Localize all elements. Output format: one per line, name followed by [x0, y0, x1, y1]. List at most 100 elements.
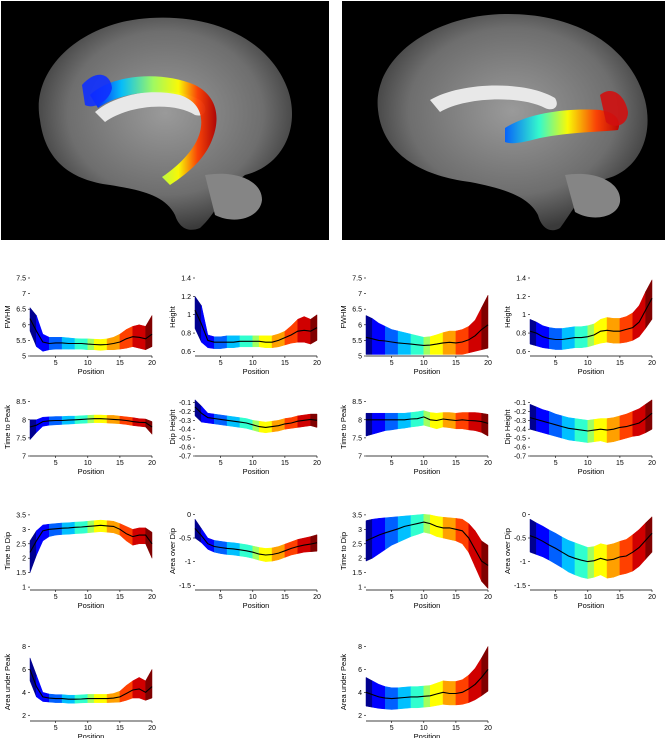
band-segment [385, 412, 392, 431]
band-segment [600, 418, 608, 443]
band-segment [378, 412, 386, 433]
x-tick-label: 15 [452, 594, 460, 601]
mean-line [194, 406, 318, 428]
y-tick-label: -0.5 [179, 536, 191, 543]
chart-right-area-over-dip: 5 10 15 20 0 -0.5 -1 -1.5 Position Area over Dip [503, 512, 656, 610]
mean-line [29, 418, 153, 428]
x-tick-label: 20 [313, 360, 321, 367]
y-tick-label: -0.7 [514, 454, 526, 461]
chart-left-fwhm: 5 10 15 20 7.5 7 6.5 6 5.5 5 Position FWHM [3, 276, 156, 377]
band-segment [404, 412, 412, 429]
y-axis-title: Area over Dip [503, 528, 512, 574]
band-segment [587, 546, 595, 579]
x-tick-label: 15 [281, 594, 289, 601]
chart-right-time-to-dip: 5 10 15 20 3.5 3 2.5 2 1.5 1 Position Time to Dip [339, 512, 492, 610]
band-segment [145, 314, 153, 351]
x-tick-label: 5 [219, 594, 223, 601]
x-tick-label: 15 [116, 460, 124, 467]
band-segment [145, 418, 153, 435]
x-tick-label: 5 [54, 360, 58, 367]
x-tick-label: 20 [484, 594, 492, 601]
y-axis-title: Area over Dip [168, 528, 177, 574]
y-tick-label: 0 [187, 512, 191, 519]
y-tick-label: 6 [22, 322, 26, 329]
mean-line [366, 416, 489, 424]
y-tick-label: 1 [358, 585, 362, 592]
y-tick-label: 6.5 [352, 307, 362, 314]
y-axis-title: FWHM [3, 305, 12, 328]
band-segment [372, 318, 380, 355]
right-corpus-callosum [430, 85, 557, 112]
x-tick-label: 10 [420, 594, 428, 601]
band-segment [145, 668, 153, 701]
band-segment [365, 412, 373, 437]
y-tick-label: -1.5 [179, 583, 191, 590]
y-tick-label: 8 [22, 644, 26, 651]
y-tick-label: 0.6 [516, 349, 526, 356]
chart-left-time-to-dip: 5 10 15 20 3.5 3 2.5 2 1.5 1 Position Time to Dip [3, 512, 156, 610]
x-axis-title: Position [78, 601, 105, 610]
y-tick-label: 5.5 [352, 338, 362, 345]
y-tick-label: -0.5 [514, 536, 526, 543]
x-tick-label: 5 [554, 360, 558, 367]
x-tick-label: 10 [420, 725, 428, 732]
band-segment [42, 523, 50, 542]
y-tick-label: 0.8 [516, 331, 526, 338]
band-segment [468, 522, 476, 567]
band-segment [119, 523, 127, 542]
x-tick-label: 10 [584, 460, 592, 467]
mean-line [365, 669, 489, 700]
y-tick-label: 7.5 [352, 276, 362, 283]
left-cerebellum [205, 173, 262, 220]
band-segment [481, 645, 489, 697]
band-segment [481, 540, 489, 590]
y-tick-label: 1 [187, 312, 191, 319]
y-axis-title: Time to Peak [339, 405, 348, 449]
y-tick-label: 2 [22, 713, 26, 720]
x-tick-label: 10 [84, 594, 92, 601]
band-segment [138, 527, 146, 545]
left-brain-image [1, 1, 329, 240]
y-tick-label: -0.6 [514, 445, 526, 452]
x-tick-label: 5 [219, 360, 223, 367]
y-tick-label: -0.1 [179, 400, 191, 407]
y-tick-label: -0.4 [179, 427, 191, 434]
y-tick-label: 7 [358, 291, 362, 298]
mean-line [29, 669, 153, 700]
x-tick-label: 15 [452, 725, 460, 732]
x-tick-label: 20 [148, 594, 156, 601]
x-tick-label: 10 [249, 360, 257, 367]
y-axis-title: Area under Peak [3, 654, 12, 711]
chart-right-fwhm: 5 10 15 20 7.5 7 6.5 6 5.5 5 Position FWHM [339, 276, 492, 377]
y-tick-label: 0 [522, 512, 526, 519]
y-tick-label: 6.5 [16, 307, 26, 314]
x-axis-title: Position [243, 467, 270, 476]
x-tick-label: 10 [84, 360, 92, 367]
band-segment [194, 399, 202, 423]
chart-left-dip-height: 5 10 15 20 -0.1 -0.2 -0.3 -0.4 -0.5 -0.6 -0.7 Posit… [168, 399, 321, 476]
band-segment [462, 518, 469, 554]
chart-left-height: 5 10 15 20 1.4 1.2 1 0.8 0.6 Position Height [168, 276, 321, 377]
x-tick-label: 15 [452, 460, 460, 467]
x-tick-label: 20 [648, 594, 656, 601]
band-segment [378, 517, 386, 555]
band-segment [194, 295, 202, 343]
x-axis-title: Position [414, 732, 441, 738]
right-tract-fan [600, 91, 628, 126]
band-segment [49, 523, 56, 537]
chart-left-area-under-peak: 5 10 15 20 8 6 4 2 Position Area under Peak [3, 644, 156, 738]
mean-line [365, 324, 489, 346]
band-segment [600, 543, 608, 579]
x-tick-label: 20 [648, 360, 656, 367]
y-tick-label: 8 [358, 644, 362, 651]
band-segment [132, 676, 140, 699]
chart-left-time-to-peak: 5 10 15 20 8.5 8 7.5 7 Position Time to Peak [3, 399, 156, 476]
x-tick-label: 15 [281, 460, 289, 467]
y-tick-label: -0.2 [514, 409, 526, 416]
band-segment [391, 412, 399, 431]
y-tick-label: 8 [22, 417, 26, 424]
mean-line [529, 297, 653, 341]
y-axis-title: Height [168, 305, 177, 328]
